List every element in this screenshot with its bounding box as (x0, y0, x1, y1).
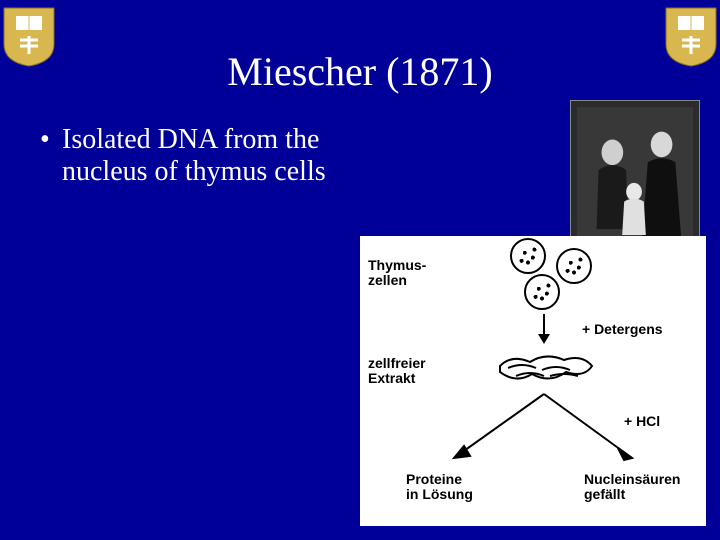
slide-title: Miescher (1871) (0, 48, 720, 95)
diagram-label-proteine: Proteine in Lösung (406, 472, 473, 503)
diagram-label-hcl: + HCl (624, 414, 660, 429)
historical-photo (570, 100, 700, 250)
bullet-item: • Isolated DNA from the nucleus of thymu… (62, 124, 382, 188)
bullet-dot: • (40, 124, 50, 156)
bullet-text: Isolated DNA from the nucleus of thymus … (62, 124, 326, 187)
process-diagram: Thymus- zellen + Detergens zellfreier Ex… (360, 236, 706, 526)
diagram-label-nucleinsauren: Nucleinsäuren gefällt (584, 472, 680, 503)
